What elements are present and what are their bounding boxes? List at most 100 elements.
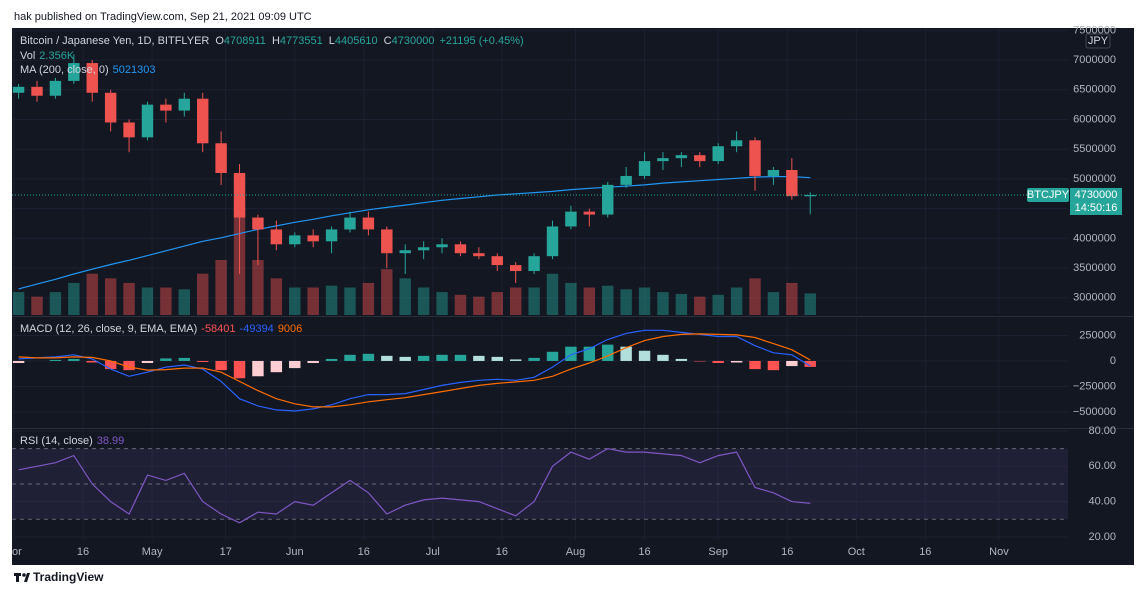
legend: RSI (14, close) 38.99 — [20, 435, 124, 447]
volume-bar — [454, 294, 467, 315]
candle-body — [528, 256, 540, 272]
candle-body — [160, 104, 172, 111]
histogram-bar — [252, 360, 264, 377]
volume-bar — [528, 287, 540, 315]
histogram-bar — [620, 346, 632, 361]
histogram-bar — [473, 355, 485, 361]
candle-body — [381, 229, 393, 254]
legend-item: C — [384, 35, 392, 47]
y-tick-label: −250000 — [1073, 380, 1116, 392]
histogram-bar — [178, 357, 191, 361]
volume-bar — [786, 282, 798, 315]
histogram-bar — [767, 360, 780, 371]
legend: MA (200, close, 0) 5021303 — [20, 64, 155, 76]
x-tick-label: or — [12, 546, 22, 558]
volume-bar — [509, 287, 522, 315]
candle-body — [178, 98, 191, 111]
candle-body — [638, 161, 651, 176]
histogram-bar — [730, 360, 743, 363]
histogram-bar — [436, 354, 448, 361]
candle-body — [86, 63, 98, 93]
candle-body — [509, 265, 522, 272]
macd-line — [18, 329, 811, 412]
brand-logo — [14, 573, 30, 582]
legend-item: 2.356K — [39, 50, 75, 62]
volume-bar — [197, 273, 209, 315]
volume-bar — [86, 273, 98, 315]
histogram-bar — [454, 354, 467, 361]
histogram-bar — [160, 358, 172, 361]
histogram-bar — [197, 360, 209, 362]
histogram-bar — [712, 360, 724, 363]
candle-body — [141, 104, 154, 138]
candle-body — [546, 226, 559, 257]
candle-body — [786, 170, 798, 197]
histogram-bar — [675, 358, 688, 361]
currency-box — [1085, 33, 1111, 49]
legend-item: -49394 — [240, 323, 274, 335]
histogram-bar — [583, 346, 596, 361]
histogram-bar — [417, 355, 430, 361]
histogram-bar — [307, 360, 319, 363]
candle-body — [767, 170, 780, 176]
volume-bar — [123, 282, 135, 315]
candle-body — [417, 247, 430, 251]
histogram-bar — [381, 355, 393, 361]
y-tick-label: 5500000 — [1073, 143, 1116, 155]
histogram-bar — [215, 360, 227, 371]
histogram-bar — [362, 353, 375, 361]
histogram-bar — [804, 360, 816, 367]
logo-part — [24, 573, 30, 582]
histogram-bar — [546, 351, 559, 361]
price-box — [1070, 187, 1122, 215]
histogram-bar — [270, 360, 283, 373]
volume-bar — [381, 269, 393, 315]
volume-bar — [583, 287, 596, 315]
histogram-bar — [12, 360, 25, 363]
volume-bar — [215, 260, 227, 315]
volume-bar — [473, 296, 485, 315]
candle-body — [436, 244, 448, 248]
volume-bar — [49, 292, 62, 315]
logo-part — [22, 573, 26, 577]
candle-body — [473, 253, 485, 257]
x-tick-label: 17 — [220, 546, 232, 558]
candle-body — [362, 217, 375, 230]
volume-bar — [12, 292, 25, 315]
x-tick-label: 16 — [919, 546, 931, 558]
candle-body — [68, 63, 80, 81]
legend-item: MACD (12, 26, close, 9, EMA, EMA) — [20, 323, 197, 335]
candle-body — [307, 235, 319, 242]
legend: MACD (12, 26, close, 9, EMA, EMA) -58401-… — [20, 323, 302, 335]
x-tick-label: 16 — [358, 546, 370, 558]
histogram-bar — [123, 360, 135, 371]
volume-bar — [657, 292, 669, 315]
y-tick-label: 80.00 — [1088, 425, 1116, 437]
legend-item: 4708911 — [224, 35, 266, 47]
histogram-bar — [602, 344, 614, 361]
candle-body — [675, 155, 688, 159]
histogram-bar — [49, 359, 62, 361]
volume-bar — [68, 282, 80, 315]
legend-item: 4730000 — [392, 35, 435, 47]
x-tick-label: 16 — [781, 546, 793, 558]
volume-bar — [307, 287, 319, 315]
candle-body — [730, 140, 743, 147]
histogram-bar — [657, 354, 669, 361]
candle-body — [620, 175, 632, 185]
volume-bar — [767, 292, 780, 315]
candle-body — [252, 217, 264, 230]
x-tick-label: 16 — [496, 546, 508, 558]
histogram-bar — [749, 360, 761, 370]
candle-body — [657, 158, 669, 162]
volume-bar — [104, 278, 117, 315]
candle-body — [215, 143, 227, 173]
candle-body — [12, 86, 25, 93]
candle-body — [583, 211, 596, 215]
legend-item: 4773551 — [280, 35, 323, 47]
x-tick-label: Oct — [848, 546, 865, 558]
volume-bar — [399, 278, 411, 315]
histogram-bar — [325, 358, 338, 361]
brand: TradingView — [33, 570, 104, 584]
